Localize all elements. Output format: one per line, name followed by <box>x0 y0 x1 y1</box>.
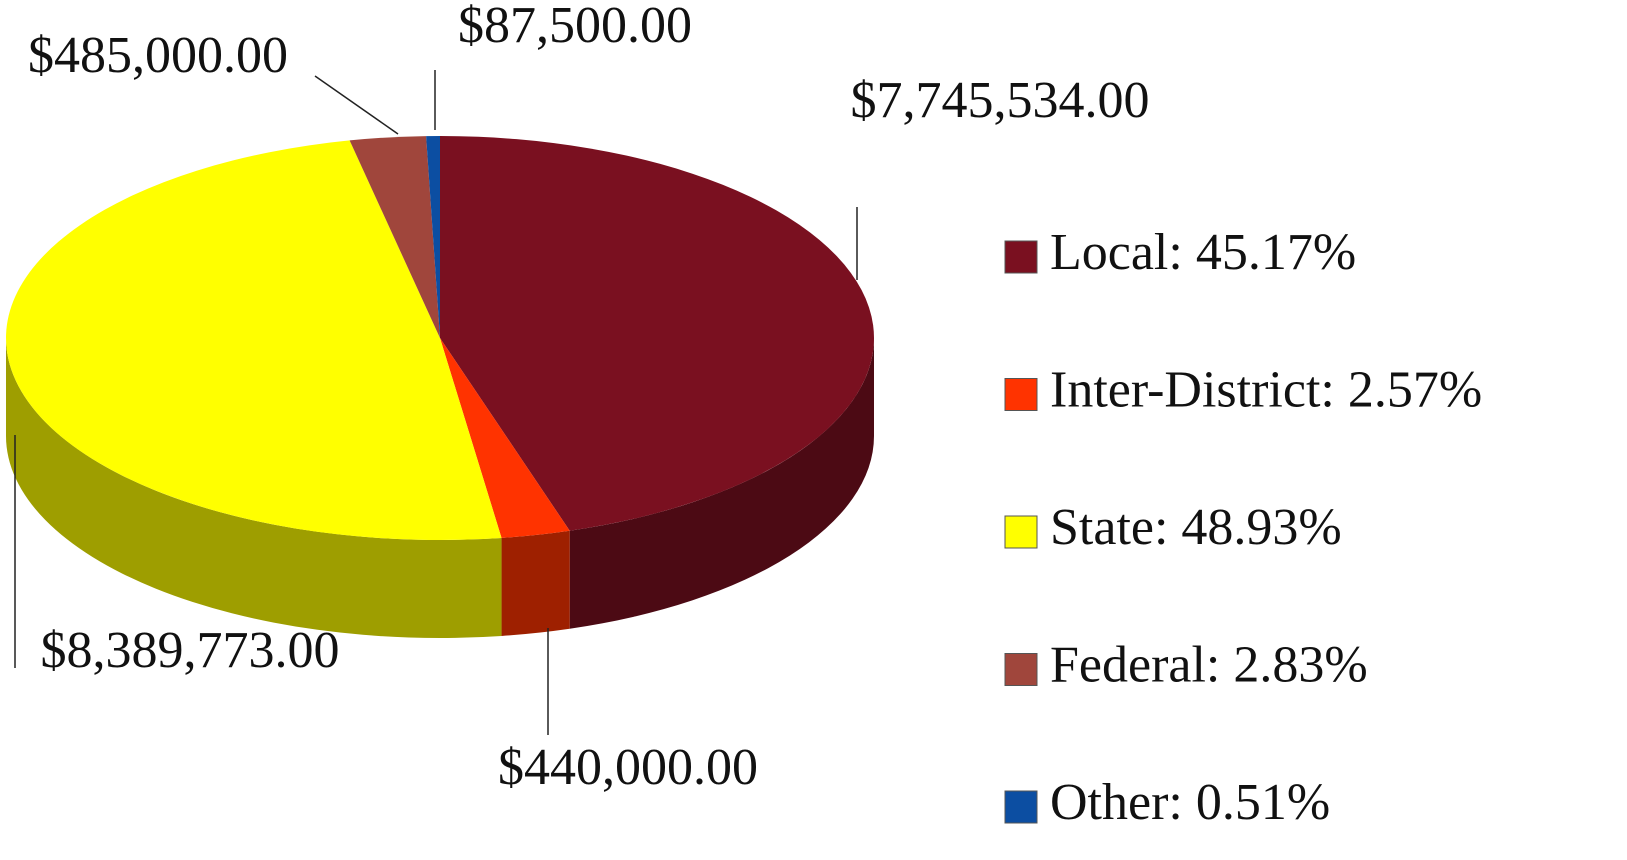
slice <box>440 136 874 531</box>
data-label: $440,000.00 <box>498 739 758 796</box>
data-label: $87,500.00 <box>458 0 692 54</box>
legend-label: Federal: 2.83% <box>1050 636 1368 693</box>
legend-swatch <box>1004 515 1038 549</box>
slice <box>5 140 502 541</box>
slice <box>440 338 570 538</box>
data-label: $485,000.00 <box>28 27 288 84</box>
leader-line <box>314 75 399 135</box>
slice-side <box>6 338 502 638</box>
legend-label: State: 48.93% <box>1050 499 1342 556</box>
slice <box>426 136 440 338</box>
legend-swatch <box>1004 240 1038 274</box>
data-label: $7,745,534.00 <box>851 72 1150 129</box>
data-label: $8,389,773.00 <box>41 622 340 679</box>
legend-label: Local: 45.17% <box>1050 224 1356 281</box>
legend-swatch <box>1004 653 1038 686</box>
legend-swatch <box>1004 790 1038 824</box>
legend-swatch <box>1004 378 1038 411</box>
legend-label: Inter-District: 2.57% <box>1050 361 1482 418</box>
slice-side <box>501 530 570 636</box>
legend-label: Other: 0.51% <box>1050 774 1330 831</box>
slice <box>349 136 440 338</box>
slice-side <box>569 338 874 629</box>
